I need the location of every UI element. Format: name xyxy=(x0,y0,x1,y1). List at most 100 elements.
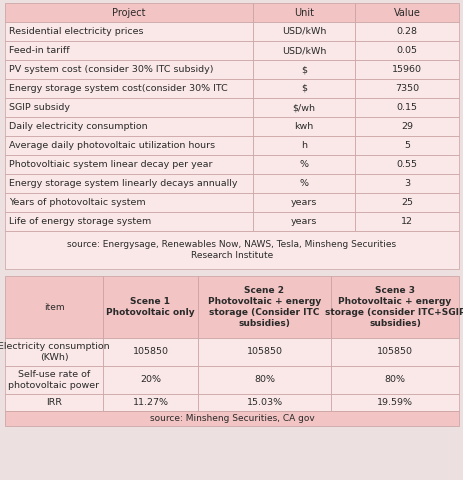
Bar xyxy=(252,136,354,155)
Bar xyxy=(5,3,252,22)
Text: 15960: 15960 xyxy=(391,65,421,74)
Bar xyxy=(354,193,458,212)
Bar xyxy=(198,338,330,366)
Bar xyxy=(5,136,252,155)
Bar xyxy=(354,98,458,117)
Text: Daily electricity consumption: Daily electricity consumption xyxy=(9,122,147,131)
Bar xyxy=(5,212,252,231)
Text: Scene 3
Photovoltaic + energy
storage (consider ITC+SGIP
subsidies): Scene 3 Photovoltaic + energy storage (c… xyxy=(324,286,463,328)
Text: Project: Project xyxy=(112,8,145,17)
Bar xyxy=(252,3,354,22)
Bar xyxy=(5,60,252,79)
Bar xyxy=(354,79,458,98)
Bar xyxy=(5,174,252,193)
Bar xyxy=(354,3,458,22)
Text: Energy storage system cost(consider 30% ITC: Energy storage system cost(consider 30% … xyxy=(9,84,227,93)
Bar xyxy=(330,394,458,411)
Bar xyxy=(5,394,103,411)
Bar xyxy=(252,60,354,79)
Text: 11.27%: 11.27% xyxy=(132,398,168,407)
Text: 80%: 80% xyxy=(384,375,405,384)
Text: Self-use rate of
photovoltaic power: Self-use rate of photovoltaic power xyxy=(8,370,100,390)
Text: Life of energy storage system: Life of energy storage system xyxy=(9,217,151,226)
Bar xyxy=(198,366,330,394)
Text: 0.55: 0.55 xyxy=(396,160,417,169)
Text: 105850: 105850 xyxy=(246,348,282,357)
Bar xyxy=(103,276,198,338)
Text: kwh: kwh xyxy=(294,122,313,131)
Bar xyxy=(252,193,354,212)
Bar xyxy=(354,117,458,136)
Text: source: Minsheng Securities, CA gov: source: Minsheng Securities, CA gov xyxy=(149,414,314,423)
Bar xyxy=(354,155,458,174)
Bar xyxy=(5,231,458,269)
Bar xyxy=(5,98,252,117)
Text: 7350: 7350 xyxy=(394,84,418,93)
Text: source: Energysage, Renewables Now, NAWS, Tesla, Minsheng Securities
Research In: source: Energysage, Renewables Now, NAWS… xyxy=(67,240,396,260)
Text: Photovoltiaic system linear decay per year: Photovoltiaic system linear decay per ye… xyxy=(9,160,212,169)
Text: $/wh: $/wh xyxy=(292,103,315,112)
Bar xyxy=(5,41,252,60)
Text: Years of photovoltaic system: Years of photovoltaic system xyxy=(9,198,145,207)
Bar xyxy=(5,411,458,426)
Bar xyxy=(252,117,354,136)
Bar xyxy=(330,276,458,338)
Bar xyxy=(252,212,354,231)
Text: Average daily photovoltaic utilization hours: Average daily photovoltaic utilization h… xyxy=(9,141,215,150)
Bar xyxy=(5,79,252,98)
Bar xyxy=(354,41,458,60)
Text: years: years xyxy=(290,198,317,207)
Text: 0.05: 0.05 xyxy=(396,46,417,55)
Text: 12: 12 xyxy=(400,217,412,226)
Bar xyxy=(5,193,252,212)
Text: 105850: 105850 xyxy=(132,348,168,357)
Text: 105850: 105850 xyxy=(376,348,412,357)
Text: 0.28: 0.28 xyxy=(396,27,417,36)
Bar xyxy=(5,117,252,136)
Bar xyxy=(198,276,330,338)
Bar xyxy=(354,174,458,193)
Text: 3: 3 xyxy=(403,179,409,188)
Text: Scene 2
Photovoltaic + energy
storage (Consider ITC
subsidies): Scene 2 Photovoltaic + energy storage (C… xyxy=(207,286,320,328)
Text: Residential electricity prices: Residential electricity prices xyxy=(9,27,143,36)
Bar xyxy=(103,366,198,394)
Text: Unit: Unit xyxy=(294,8,313,17)
Text: %: % xyxy=(299,179,308,188)
Bar xyxy=(5,366,103,394)
Text: 80%: 80% xyxy=(253,375,275,384)
Bar xyxy=(103,338,198,366)
Text: $: $ xyxy=(300,84,307,93)
Text: 29: 29 xyxy=(400,122,412,131)
Bar xyxy=(5,338,103,366)
Text: years: years xyxy=(290,217,317,226)
Bar xyxy=(354,136,458,155)
Text: Electricity consumption
(KWh): Electricity consumption (KWh) xyxy=(0,342,110,362)
Text: h: h xyxy=(300,141,307,150)
Bar xyxy=(252,98,354,117)
Text: Energy storage system linearly decays annually: Energy storage system linearly decays an… xyxy=(9,179,237,188)
Text: 5: 5 xyxy=(403,141,409,150)
Text: 19.59%: 19.59% xyxy=(376,398,412,407)
Bar xyxy=(330,366,458,394)
Text: 0.15: 0.15 xyxy=(396,103,417,112)
Bar xyxy=(5,22,252,41)
Bar xyxy=(354,212,458,231)
Text: Value: Value xyxy=(393,8,419,17)
Text: SGIP subsidy: SGIP subsidy xyxy=(9,103,70,112)
Bar xyxy=(354,22,458,41)
Text: %: % xyxy=(299,160,308,169)
Text: Scene 1
Photovoltaic only: Scene 1 Photovoltaic only xyxy=(106,297,194,317)
Bar xyxy=(252,41,354,60)
Bar xyxy=(330,338,458,366)
Text: IRR: IRR xyxy=(46,398,62,407)
Bar xyxy=(5,155,252,174)
Text: 15.03%: 15.03% xyxy=(246,398,282,407)
Text: USD/kWh: USD/kWh xyxy=(281,27,325,36)
Text: PV system cost (consider 30% ITC subsidy): PV system cost (consider 30% ITC subsidy… xyxy=(9,65,213,74)
Bar xyxy=(252,174,354,193)
Bar xyxy=(354,60,458,79)
Bar xyxy=(252,79,354,98)
Bar xyxy=(252,22,354,41)
Bar xyxy=(252,155,354,174)
Bar xyxy=(5,276,103,338)
